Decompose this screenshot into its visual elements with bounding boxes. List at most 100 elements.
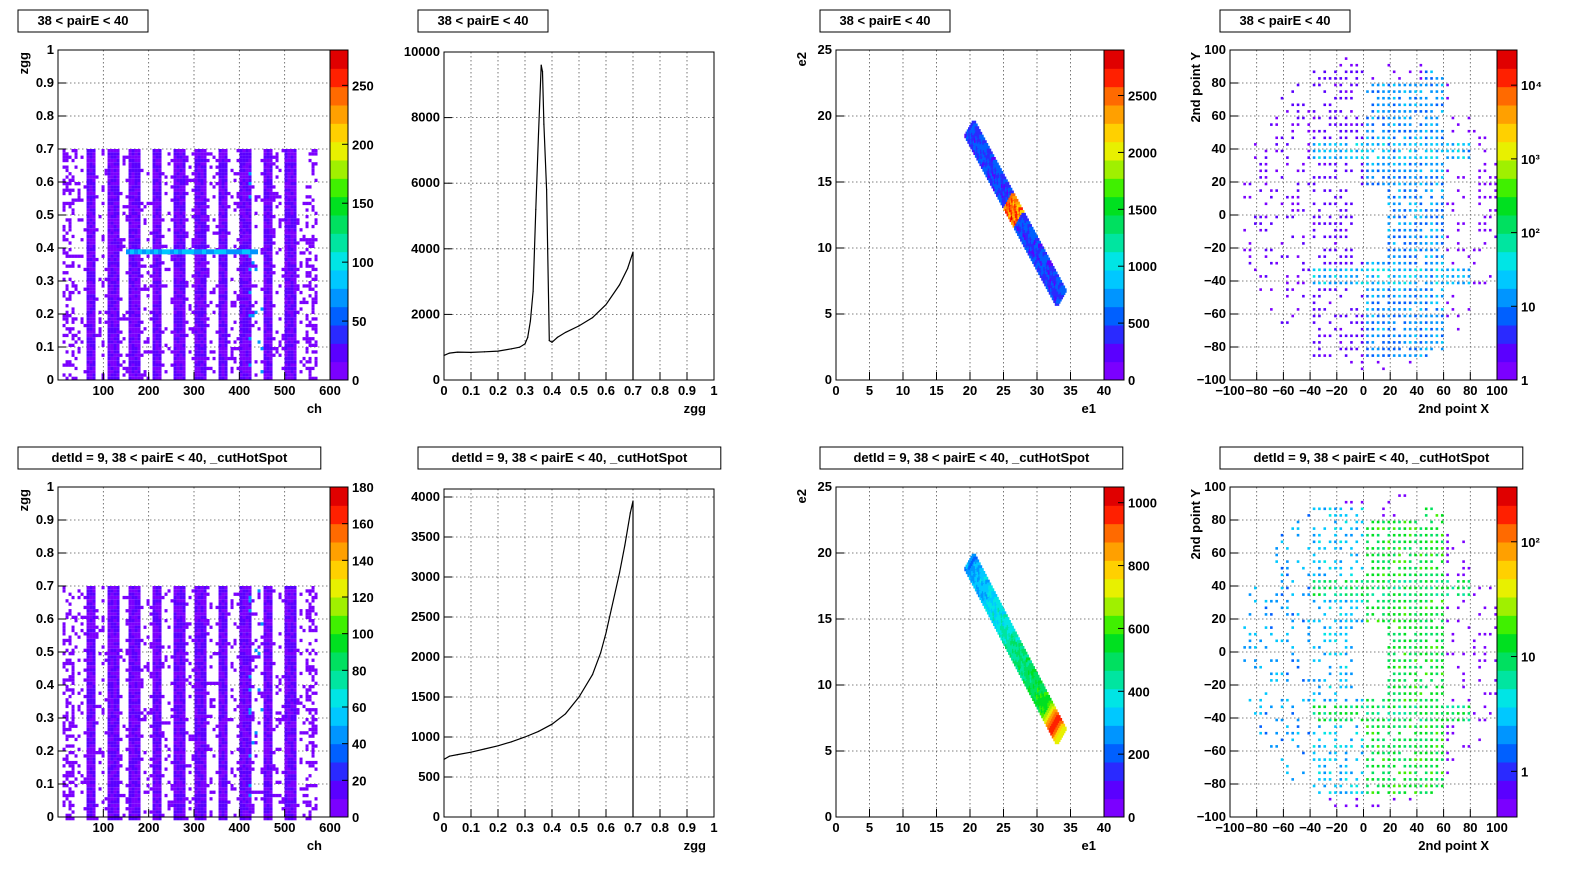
heatmap-cell xyxy=(1403,176,1407,179)
heatmap-cell xyxy=(101,281,105,285)
heatmap-cell xyxy=(137,337,141,341)
heatmap-cell xyxy=(236,195,240,199)
heatmap-cell xyxy=(128,257,132,262)
colorbar-segment xyxy=(330,288,348,308)
heatmap-cell xyxy=(296,218,300,222)
heatmap-cell xyxy=(173,191,177,196)
heatmap-cell xyxy=(287,238,291,242)
heatmap-cell xyxy=(62,188,66,192)
heatmap-cell xyxy=(1328,275,1332,278)
heatmap-cell xyxy=(179,307,183,311)
heatmap-cell xyxy=(275,347,279,351)
heatmap-cell xyxy=(224,254,228,258)
heatmap-cell xyxy=(128,314,132,318)
heatmap-cell xyxy=(1376,354,1380,357)
heatmap-cell xyxy=(71,254,75,258)
heatmap-cell xyxy=(293,224,297,229)
heatmap-cell xyxy=(137,373,141,377)
heatmap-cell xyxy=(116,343,120,347)
heatmap-cell xyxy=(1462,275,1465,278)
heatmap-cell xyxy=(137,201,141,206)
heatmap-cell xyxy=(1302,162,1305,166)
heatmap-cell xyxy=(128,261,132,265)
heatmap-cell xyxy=(128,244,132,248)
heatmap-cell xyxy=(218,284,222,288)
heatmap-cell xyxy=(155,314,159,318)
heatmap-cell xyxy=(263,317,267,321)
heatmap-cell xyxy=(158,363,162,367)
heatmap-cell xyxy=(290,238,294,242)
heatmap-cell xyxy=(1382,90,1385,93)
heatmap-cell xyxy=(236,172,240,176)
heatmap-cell xyxy=(224,168,228,173)
heatmap-cell xyxy=(1328,235,1332,239)
heatmap-cell xyxy=(1478,143,1481,146)
heatmap-cell xyxy=(293,198,297,202)
heatmap-cell xyxy=(1430,347,1433,351)
heatmap-cell xyxy=(107,356,111,361)
heatmap-cell xyxy=(158,267,162,272)
heatmap-cell xyxy=(275,165,279,169)
heatmap-cell xyxy=(221,300,225,305)
heatmap-cell xyxy=(86,224,90,229)
heatmap-cell xyxy=(119,363,123,367)
heatmap-cell xyxy=(65,188,69,192)
heatmap-cell xyxy=(1382,294,1385,298)
y-tick-label: 10 xyxy=(818,240,832,255)
heatmap-cell xyxy=(1419,136,1423,140)
histogram-point xyxy=(591,317,594,319)
heatmap-cell xyxy=(281,218,285,222)
heatmap-cell xyxy=(179,168,183,173)
heatmap-cell xyxy=(314,178,318,182)
heatmap-cell xyxy=(284,215,288,219)
heatmap-cell xyxy=(224,152,228,156)
heatmap-cell xyxy=(233,201,237,206)
heatmap-cell xyxy=(1371,275,1375,278)
heatmap-cell xyxy=(1302,209,1305,212)
heatmap-cell xyxy=(266,234,270,239)
heatmap-cell xyxy=(1403,235,1407,239)
heatmap-cell xyxy=(1350,215,1353,219)
heatmap-cell xyxy=(1371,308,1375,311)
heatmap-cell xyxy=(128,284,132,288)
heatmap-cell xyxy=(263,234,267,239)
heatmap-cell xyxy=(206,274,210,278)
heatmap-cell xyxy=(1424,327,1428,331)
heatmap-cell xyxy=(107,175,111,179)
heatmap-cell xyxy=(155,162,159,166)
heatmap-cell xyxy=(131,195,135,199)
heatmap-cell xyxy=(152,238,156,242)
heatmap-cell xyxy=(239,238,243,242)
heatmap-cell xyxy=(206,215,210,219)
heatmap-cell xyxy=(293,228,297,232)
heatmap-cell xyxy=(110,333,114,338)
heatmap-cell xyxy=(134,198,138,202)
heatmap-cell xyxy=(155,191,159,196)
heatmap-cell xyxy=(1033,235,1038,240)
heatmap-cell xyxy=(116,310,120,314)
heatmap-cell xyxy=(314,350,318,354)
heatmap-cell xyxy=(305,333,309,338)
heatmap-cell xyxy=(284,307,288,311)
heatmap-cell xyxy=(158,234,162,239)
heatmap-cell xyxy=(1387,110,1391,113)
heatmap-cell xyxy=(173,188,177,192)
heatmap-cell xyxy=(107,172,111,176)
heatmap-cell xyxy=(113,300,117,305)
heatmap-cell xyxy=(251,310,255,314)
heatmap-cell xyxy=(278,168,282,173)
heatmap-cell xyxy=(137,185,141,189)
heatmap-cell xyxy=(239,314,243,318)
heatmap-cell xyxy=(182,152,186,156)
heatmap-cell xyxy=(1430,149,1433,153)
heatmap-cell xyxy=(1371,149,1375,153)
heatmap-cell xyxy=(194,241,198,245)
heatmap-cell xyxy=(92,152,96,156)
heatmap-cell xyxy=(1440,275,1444,278)
heatmap-cell xyxy=(131,307,135,311)
heatmap-cell xyxy=(305,201,309,206)
heatmap-cell xyxy=(221,165,225,169)
heatmap-cell xyxy=(206,304,210,308)
heatmap-cell xyxy=(176,330,180,334)
heatmap-cell xyxy=(200,165,204,169)
